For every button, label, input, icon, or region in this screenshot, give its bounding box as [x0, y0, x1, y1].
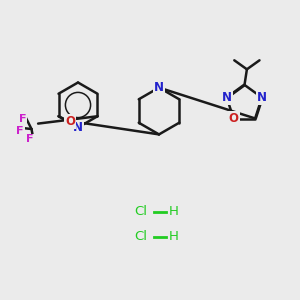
Text: Cl: Cl: [134, 230, 148, 244]
Text: H: H: [169, 205, 179, 218]
Text: O: O: [229, 112, 238, 125]
Text: N: N: [154, 81, 164, 94]
Text: H: H: [169, 230, 179, 244]
Text: N: N: [257, 91, 267, 104]
Text: N: N: [73, 121, 83, 134]
Text: O: O: [65, 115, 75, 128]
Text: F: F: [26, 134, 34, 145]
Text: F: F: [16, 125, 24, 136]
Text: N: N: [222, 91, 232, 104]
Text: Cl: Cl: [134, 205, 148, 218]
Text: F: F: [19, 114, 26, 124]
